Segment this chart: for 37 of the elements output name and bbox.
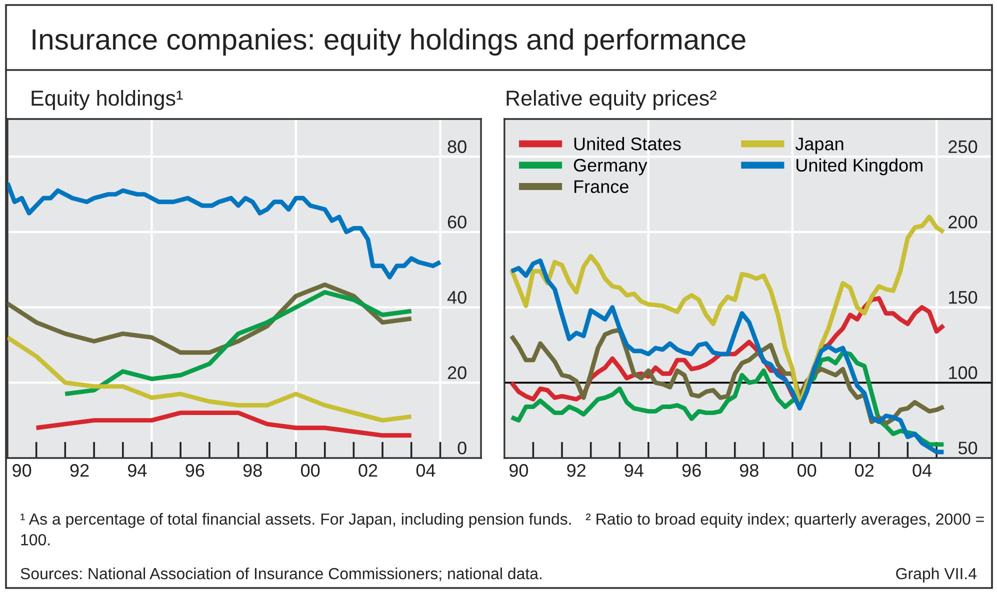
y-tick-label: 0	[458, 442, 466, 454]
y-tick-label: 100	[949, 366, 978, 380]
y-tick-label: 250	[948, 140, 978, 154]
chart-title: Relative equity prices²	[506, 90, 716, 110]
y-tick-label: 80	[448, 140, 466, 154]
chart-subtitle: Equity holdings¹	[32, 90, 183, 110]
x-tick-label: 98	[243, 464, 262, 477]
x-tick-label: 92	[567, 464, 586, 477]
legend-label: Germany	[574, 158, 648, 176]
text: Graph VII.4	[896, 568, 977, 582]
text: ¹ As a percentage of total financial assets. For Japan, including pension funds. ² Ratio to broad equity index; quarterly averages, 2000 = 100.	[20, 513, 984, 546]
chart-title: Insurance companies: equity holdings and performance	[32, 28, 746, 56]
y-tick-label: 40	[447, 290, 466, 304]
x-tick-label: 00	[300, 464, 320, 477]
x-tick-label: 92	[70, 464, 89, 477]
x-tick-label: 02	[358, 464, 378, 477]
y-tick-label: 200	[948, 216, 978, 228]
legend-label: France	[574, 180, 628, 194]
x-tick-label: 96	[186, 464, 204, 477]
x-tick-label: 04	[416, 464, 436, 477]
y-tick-label: 50	[958, 442, 978, 454]
y-tick-label: 150	[949, 290, 978, 304]
legend-label: United Kingdom	[796, 158, 922, 176]
x-tick-label: 96	[682, 464, 701, 477]
x-tick-label: 98	[740, 464, 758, 477]
source-note: Sources: National Association of Insurance Commissioners; national data.	[20, 568, 542, 582]
x-tick-label: 90	[12, 464, 32, 477]
y-tick-label: 60	[448, 216, 466, 228]
legend-label: United States	[574, 137, 681, 150]
x-tick-label: 94	[128, 464, 147, 477]
y-tick-label: 20	[448, 366, 466, 380]
x-tick-label: 02	[855, 464, 874, 477]
x-tick-label: 00	[797, 464, 816, 477]
legend-label: Japan	[795, 138, 844, 154]
x-tick-label: 94	[624, 464, 644, 477]
x-tick-label: 90	[509, 464, 528, 477]
x-tick-label: 04	[912, 464, 932, 477]
